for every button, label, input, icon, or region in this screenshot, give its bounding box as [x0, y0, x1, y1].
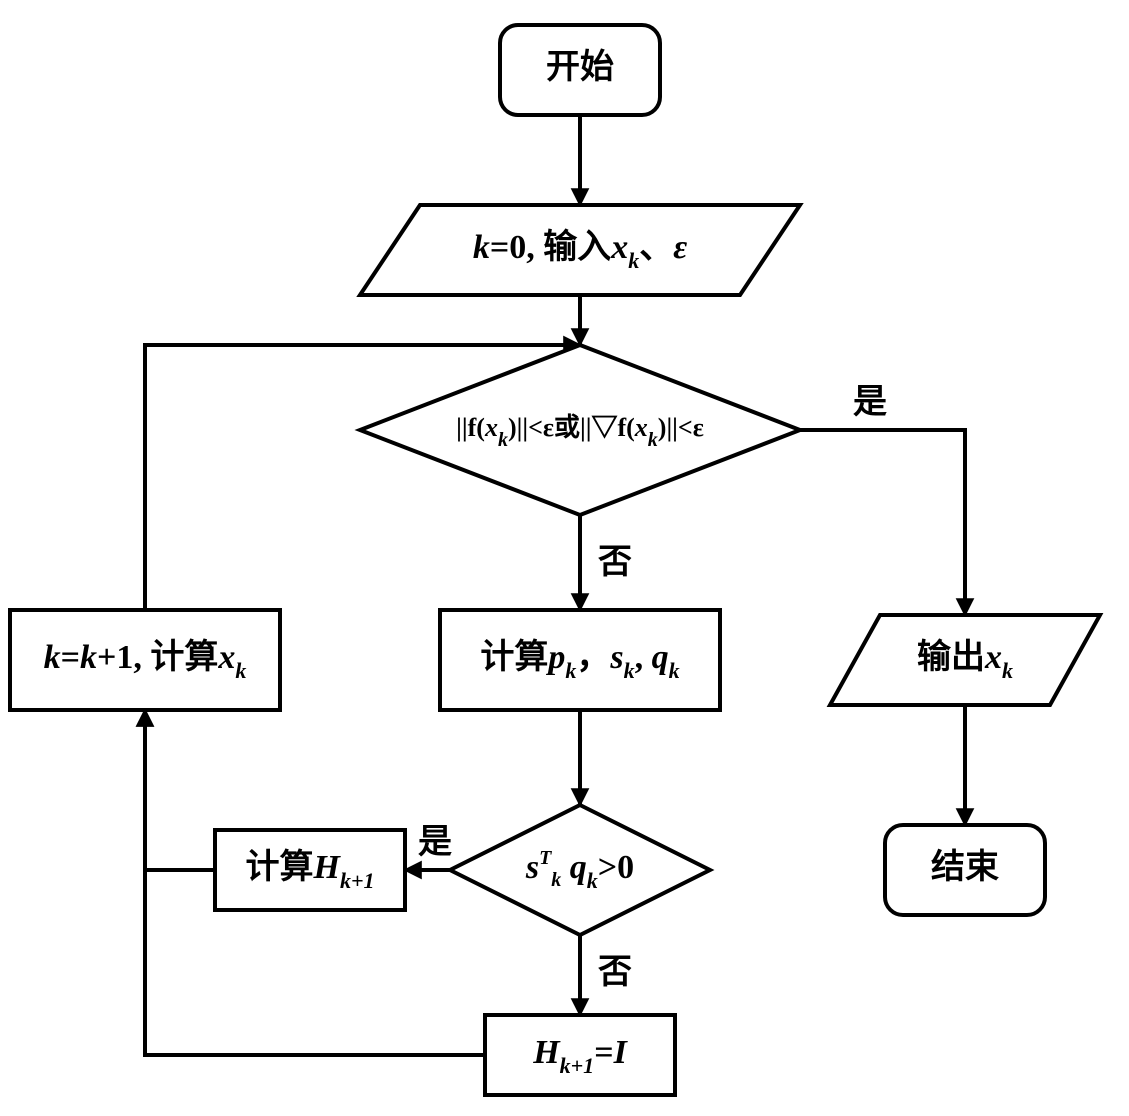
node-hcalc: 计算Hk+1 — [215, 830, 405, 910]
node-calc1: 计算pk，sk, qk — [440, 610, 720, 710]
flowchart-canvas: 否是是否开始k=0, 输入xk、ε||f(xk)||<ε或||▽f(xk)||<… — [0, 0, 1129, 1116]
node-dec1: ||f(xk)||<ε或||▽f(xk)||<ε — [360, 345, 800, 515]
edge-label-6: 否 — [598, 954, 632, 991]
node-output: 输出xk — [830, 615, 1100, 705]
edge-8 — [145, 710, 215, 870]
edge-label-2: 否 — [598, 544, 632, 581]
nodes-layer: 开始 k=0, 输入xk、ε ||f(xk)||<ε或||▽f(xk)||<ε 计算p… — [10, 25, 1100, 1095]
edge-label-5: 是 — [418, 824, 452, 861]
node-input: k=0, 输入xk、ε — [360, 205, 800, 295]
node-end: 结束 — [885, 825, 1045, 915]
edge-3 — [800, 430, 965, 615]
node-inc: k=k+1, 计算xk — [10, 610, 280, 710]
node-hident: Hk+1=I — [485, 1015, 675, 1095]
edge-label-3: 是 — [853, 384, 887, 421]
node-dec2: sTk qk>0 — [450, 805, 710, 935]
node-start: 开始 — [500, 25, 660, 115]
node-label-start: 开始 — [546, 48, 614, 86]
node-label-end: 结束 — [931, 848, 999, 886]
